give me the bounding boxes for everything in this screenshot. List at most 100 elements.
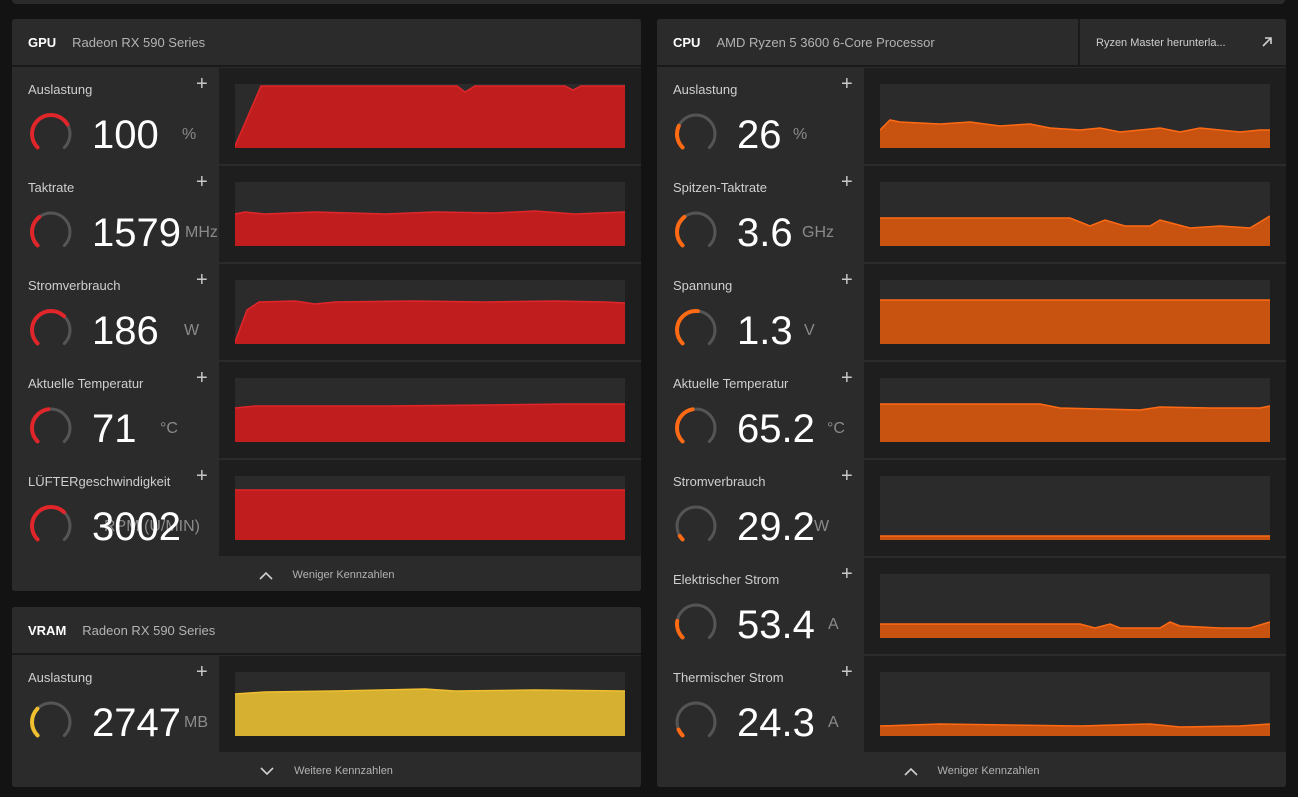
metric-label: Stromverbrauch	[673, 474, 766, 489]
metric-gauge	[673, 307, 719, 353]
metric-value: 24.3	[737, 701, 815, 745]
metric-row: Auslastung +% 26	[657, 68, 1286, 164]
metric-value: 2747	[92, 701, 181, 745]
metric-history-graph	[880, 378, 1270, 442]
metric-value: 29.2	[737, 505, 815, 549]
metric-label: Spannung	[673, 278, 733, 293]
metric-value: 100	[92, 113, 159, 157]
metric-unit: MHz	[185, 224, 218, 241]
metric-row: Elektrischer Strom + A 53.4	[657, 558, 1286, 654]
metric-history-graph	[880, 574, 1270, 638]
vram-footer-label: Weitere Kennzahlen	[294, 765, 393, 777]
gpu-panel-header: GPU Radeon RX 590 Series	[12, 19, 641, 67]
metric-label: Spitzen-Taktrate	[673, 180, 767, 195]
plus-icon[interactable]: +	[196, 171, 208, 193]
metric-history-graph	[235, 378, 625, 442]
metric-unit: GHz	[802, 224, 834, 241]
metric-gauge	[28, 111, 74, 157]
plus-icon[interactable]: +	[841, 171, 853, 193]
metric-label: Taktrate	[28, 180, 75, 195]
metric-value: 3.6	[737, 211, 793, 255]
metric-value: 71	[92, 407, 137, 451]
plus-icon[interactable]: +	[196, 73, 208, 95]
metric-value: 53.4	[737, 603, 815, 647]
metric-unit: MB	[184, 714, 208, 731]
metric-row: Stromverbrauch + W 186	[12, 264, 641, 360]
metric-history-graph	[880, 84, 1270, 148]
metric-label: Elektrischer Strom	[673, 572, 780, 587]
ryzen-master-link-label: Ryzen Master herunterla...	[1096, 37, 1226, 49]
metric-gauge	[673, 111, 719, 157]
metric-history-graph	[880, 672, 1270, 736]
metric-gauge	[673, 601, 719, 647]
metric-card: Spitzen-Taktrate + GHz 3.6	[657, 166, 864, 262]
plus-icon[interactable]: +	[841, 269, 853, 291]
ryzen-master-download-link[interactable]: Ryzen Master herunterla...	[1078, 19, 1286, 67]
metric-row: Aktuelle Temperatur + °C 71	[12, 362, 641, 458]
vram-footer-toggle[interactable]: Weitere Kennzahlen	[12, 755, 641, 787]
metric-label: Aktuelle Temperatur	[673, 376, 789, 391]
metric-card: Thermischer Strom + A 24.3	[657, 656, 864, 752]
external-link-icon	[1262, 37, 1272, 47]
gpu-name: Radeon RX 590 Series	[72, 34, 206, 50]
plus-icon[interactable]: +	[196, 367, 208, 389]
metric-label: Aktuelle Temperatur	[28, 376, 144, 391]
metric-value: 186	[92, 309, 159, 353]
metric-unit: W	[814, 518, 830, 535]
chevron-up-icon	[258, 571, 273, 580]
metric-gauge	[673, 405, 719, 451]
cpu-panel-header: CPU AMD Ryzen 5 3600 6-Core Processor Ry…	[657, 19, 1286, 67]
metric-row: LÜFTERgeschwindigkeit + RPM (U/MIN) 3002	[12, 460, 641, 556]
metric-history-graph	[880, 476, 1270, 540]
metric-card: Stromverbrauch + W 186	[12, 264, 219, 360]
metric-card: Auslastung +% 100	[12, 68, 219, 164]
plus-icon[interactable]: +	[196, 269, 208, 291]
metric-history-graph	[880, 182, 1270, 246]
gpu-panel: GPU Radeon RX 590 Series Auslastung +% 100…	[12, 19, 641, 591]
metric-row: Taktrate + MHz 1579	[12, 166, 641, 262]
plus-icon[interactable]: +	[841, 563, 853, 585]
metric-unit: °C	[160, 420, 178, 437]
metric-value: 1579	[92, 211, 181, 255]
vram-panel: VRAM Radeon RX 590 Series Auslastung + MB 2…	[12, 607, 641, 787]
metric-label: LÜFTERgeschwindigkeit	[28, 474, 171, 489]
cpu-footer-toggle[interactable]: Weniger Kennzahlen	[657, 755, 1286, 787]
metric-unit: %	[182, 126, 197, 143]
metric-gauge	[673, 503, 719, 549]
plus-icon[interactable]: +	[841, 661, 853, 683]
metric-card: Spannung + V 1.3	[657, 264, 864, 360]
metric-row: Spannung + V 1.3	[657, 264, 1286, 360]
metric-card: Aktuelle Temperatur + °C 65.2	[657, 362, 864, 458]
metric-gauge	[673, 699, 719, 745]
plus-icon[interactable]: +	[841, 465, 853, 487]
metric-card: Taktrate + MHz 1579	[12, 166, 219, 262]
metric-row: Stromverbrauch + W 29.2	[657, 460, 1286, 556]
metric-gauge	[28, 307, 74, 353]
metric-unit: A	[828, 616, 839, 633]
metric-card: Auslastung +% 26	[657, 68, 864, 164]
vram-name: Radeon RX 590 Series	[82, 622, 216, 638]
metric-gauge	[28, 503, 74, 549]
metric-card: LÜFTERgeschwindigkeit + RPM (U/MIN) 3002	[12, 460, 219, 556]
gpu-footer-toggle[interactable]: Weniger Kennzahlen	[12, 559, 641, 591]
plus-icon[interactable]: +	[196, 465, 208, 487]
metric-card: Elektrischer Strom + A 53.4	[657, 558, 864, 654]
metric-value: 26	[737, 113, 782, 157]
cpu-name: AMD Ryzen 5 3600 6-Core Processor	[716, 34, 935, 50]
gpu-footer-label: Weniger Kennzahlen	[292, 569, 395, 581]
metric-unit: A	[828, 714, 839, 731]
chevron-down-icon	[260, 766, 274, 775]
metric-unit: V	[804, 322, 815, 339]
vram-panel-header: VRAM Radeon RX 590 Series	[12, 607, 641, 655]
vram-key: VRAM	[28, 622, 67, 638]
plus-icon[interactable]: +	[841, 73, 853, 95]
chevron-up-icon	[903, 767, 918, 776]
plus-icon[interactable]: +	[841, 367, 853, 389]
metric-label: Thermischer Strom	[673, 670, 784, 685]
metric-row: Spitzen-Taktrate + GHz 3.6	[657, 166, 1286, 262]
metric-label: Stromverbrauch	[28, 278, 121, 293]
plus-icon[interactable]: +	[196, 661, 208, 683]
top-strip	[12, 0, 1285, 4]
metric-history-graph	[235, 182, 625, 246]
cpu-footer-label: Weniger Kennzahlen	[937, 765, 1040, 777]
